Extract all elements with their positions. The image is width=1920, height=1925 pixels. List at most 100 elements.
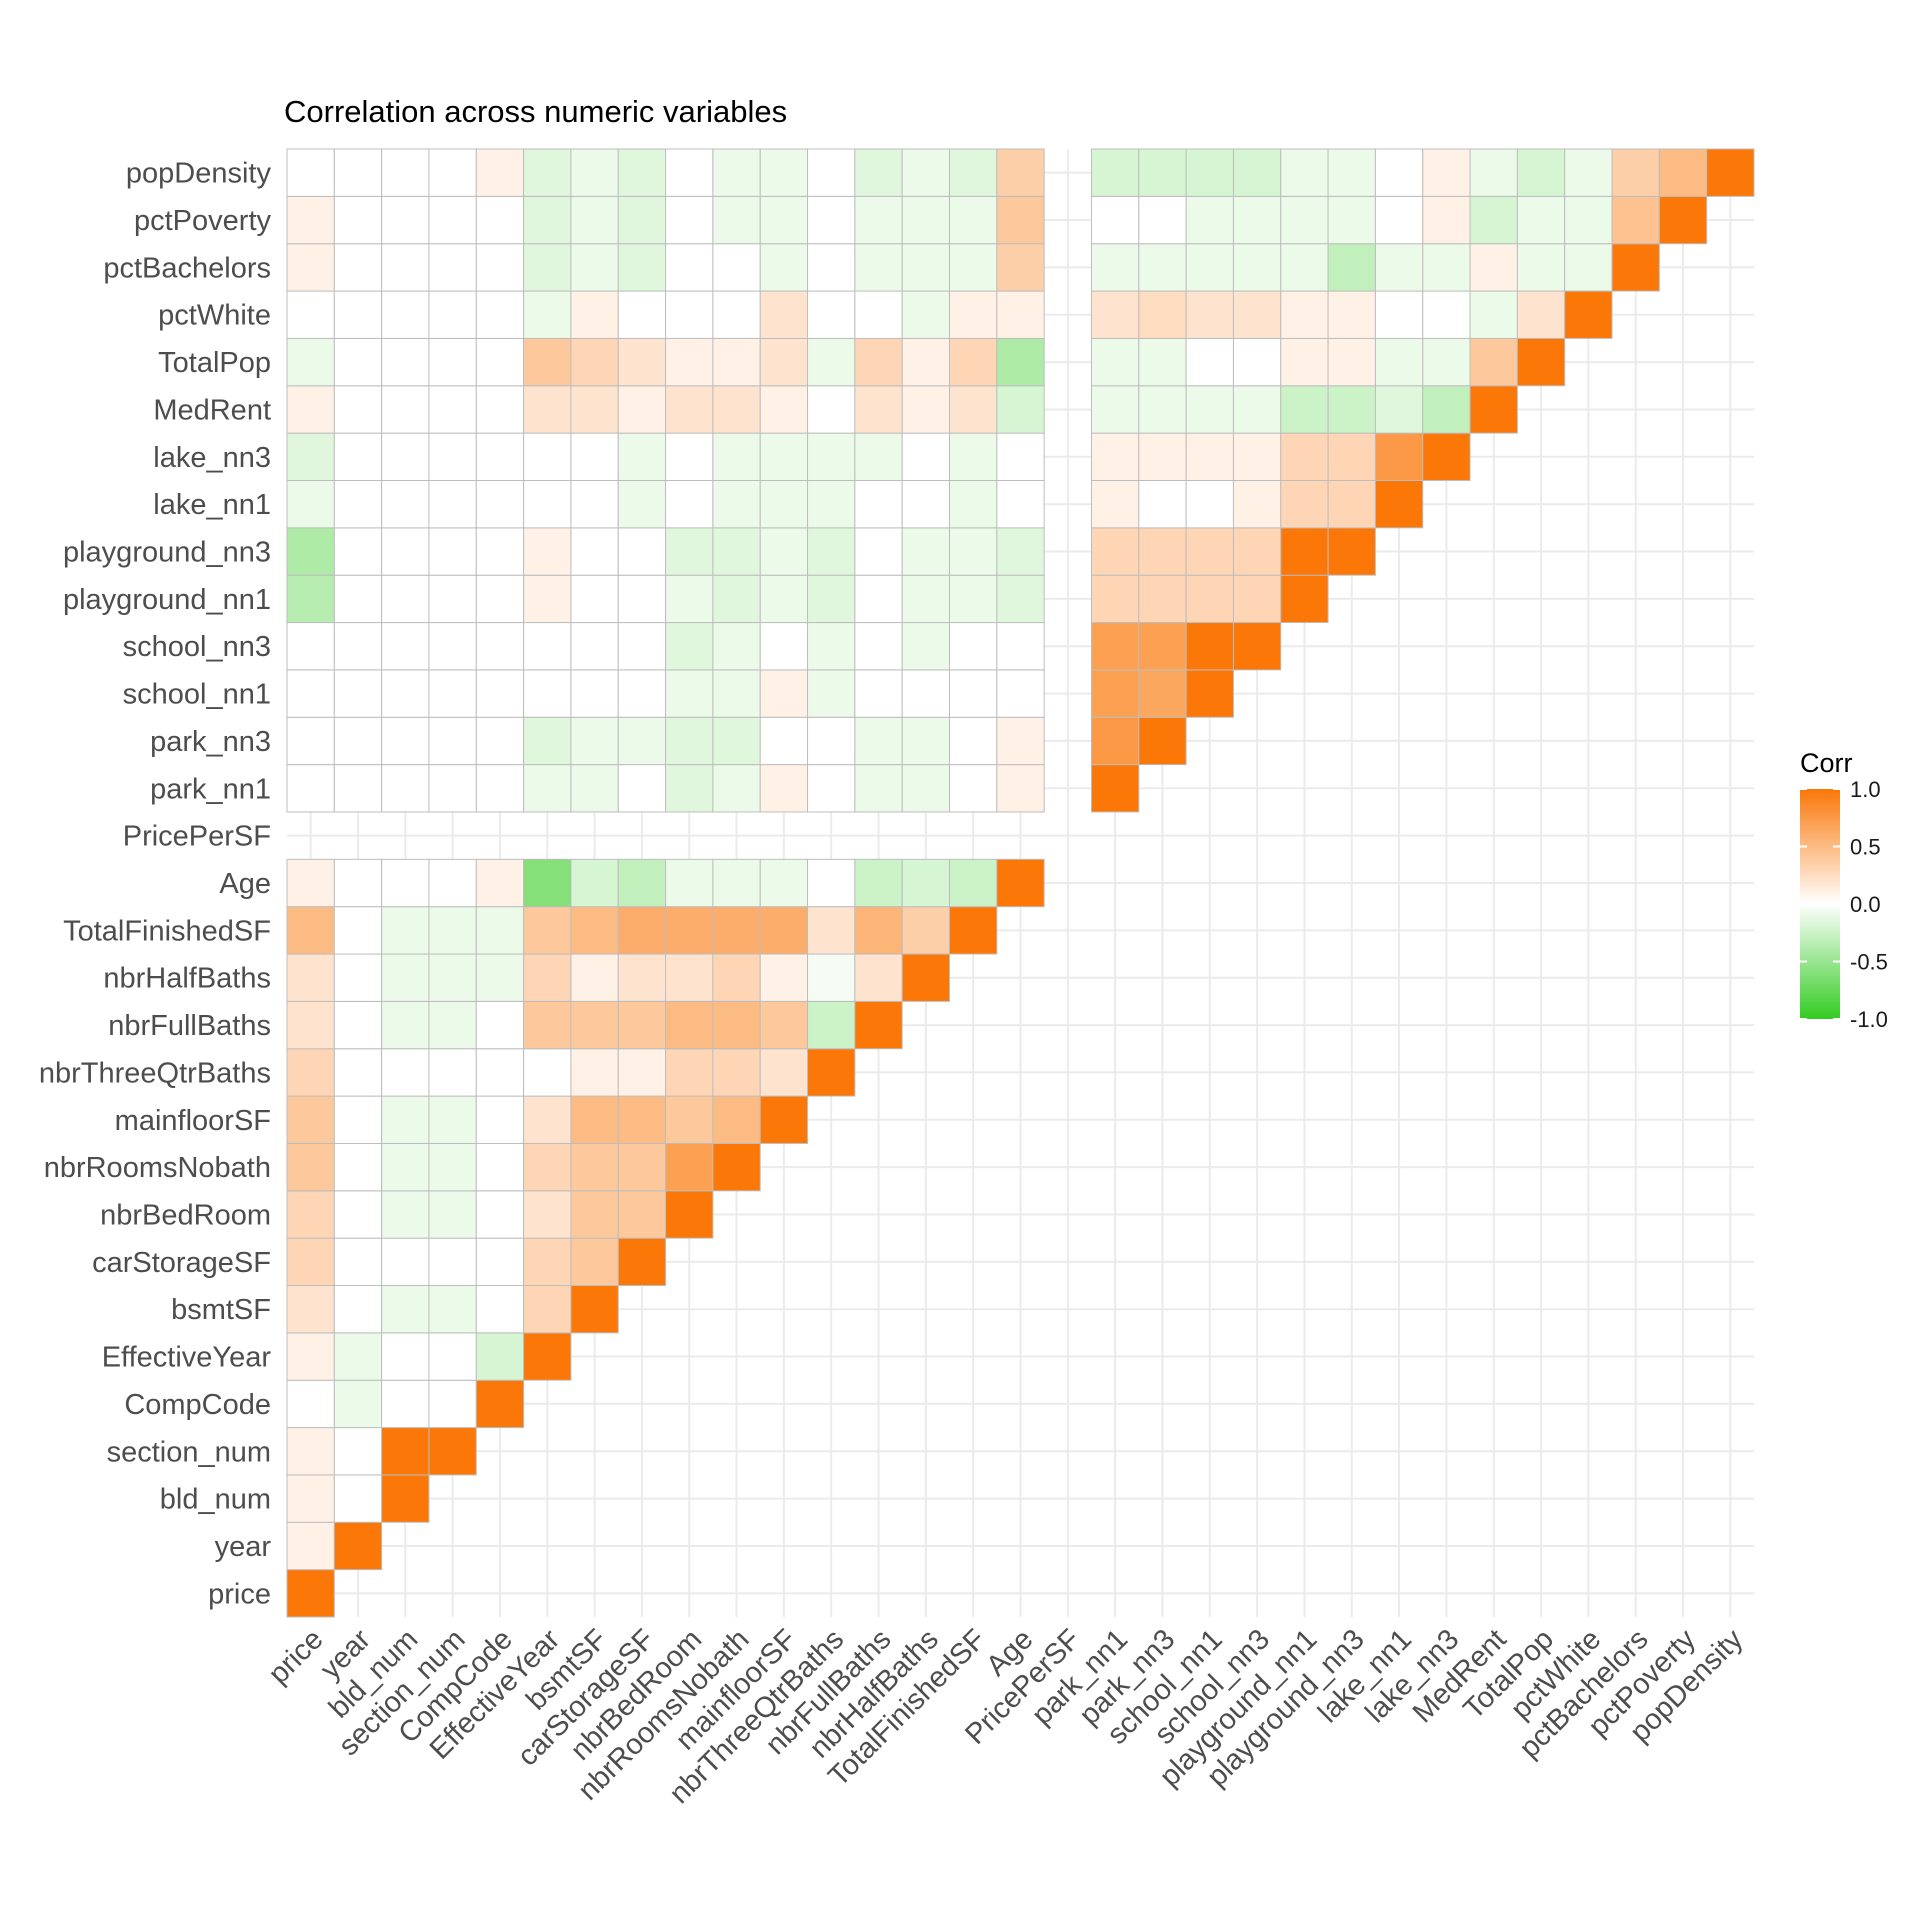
heatmap-cell-park_nn3-price [286,716,335,766]
heatmap-cell-pctBachelors-TotalPop [1516,243,1566,292]
heatmap-cell-park_nn1-park_nn1 [1090,764,1140,813]
heatmap-cell-lake_nn3-carStorageSF [617,432,667,481]
heatmap-cell-pctPoverty-park_nn1 [1090,195,1140,245]
heatmap-cell-playground_nn3-bld_num [381,527,430,576]
heatmap-cell-playground_nn3-bsmtSF [570,527,619,576]
heatmap-cell-school_nn1-price [286,669,335,718]
heatmap-cell-MedRent-playground_nn1 [1280,385,1329,434]
heatmap-cell-nbrHalfBaths-nbrBedRoom [665,953,714,1002]
heatmap-cell-mainfloorSF-nbrBedRoom [665,1095,714,1144]
heatmap-cell-lake_nn1-Age [996,479,1045,529]
heatmap-cell-MedRent-lake_nn3 [1422,385,1471,434]
heatmap-cell-MedRent-nbrThreeQtrBaths [807,385,856,434]
heatmap-cell-park_nn3-carStorageSF [617,716,667,766]
heatmap-cell-Age-nbrThreeQtrBaths [807,858,856,908]
heatmap-cell-pctPoverty-TotalFinishedSF [949,195,998,245]
heatmap-cell-carStorageSF-year [333,1237,383,1287]
y-tick-label: lake_nn1 [153,489,271,521]
heatmap-cell-nbrFullBaths-carStorageSF [617,1000,667,1050]
heatmap-cell-nbrRoomsNobath-nbrRoomsNobath [712,1142,761,1192]
heatmap-cell-school_nn1-park_nn1 [1090,669,1140,718]
heatmap-cell-nbrFullBaths-section_num [428,1000,477,1050]
heatmap-cell-Age-Age [996,858,1045,908]
heatmap-cell-park_nn3-nbrFullBaths [854,716,903,766]
heatmap-cell-Age-bsmtSF [570,858,619,908]
heatmap-cell-pctWhite-carStorageSF [617,290,667,339]
heatmap-cell-school_nn1-nbrThreeQtrBaths [807,669,856,718]
heatmap-cell-pctPoverty-nbrRoomsNobath [712,195,761,245]
heatmap-cell-playground_nn1-CompCode [475,574,525,624]
heatmap-cell-carStorageSF-bld_num [381,1237,430,1287]
heatmap-cell-nbrBedRoom-year [333,1190,383,1239]
heatmap-cell-section_num-price [286,1427,335,1476]
heatmap-cell-pctBachelors-nbrRoomsNobath [712,243,761,292]
heatmap-cell-school_nn3-nbrBedRoom [665,622,714,671]
heatmap-cell-lake_nn3-nbrFullBaths [854,432,903,481]
heatmap-cell-nbrHalfBaths-EffectiveYear [523,953,572,1002]
heatmap-cell-pctPoverty-bld_num [381,195,430,245]
heatmap-cell-nbrHalfBaths-nbrRoomsNobath [712,953,761,1002]
heatmap-cell-TotalFinishedSF-section_num [428,906,477,955]
heatmap-cell-nbrThreeQtrBaths-nbrRoomsNobath [712,1048,761,1097]
heatmap-cell-park_nn1-section_num [428,764,477,813]
y-tick-label: section_num [107,1436,271,1468]
heatmap-cell-park_nn1-carStorageSF [617,764,667,813]
heatmap-cell-bsmtSF-section_num [428,1285,477,1334]
heatmap-cell-mainfloorSF-bld_num [381,1095,430,1144]
heatmap-cell-popDensity-school_nn3 [1232,148,1282,197]
heatmap-cell-park_nn3-section_num [428,716,477,766]
legend-title: Corr [1800,748,1853,778]
heatmap-cell-lake_nn3-price [286,432,335,481]
heatmap-cell-playground_nn3-price [286,527,335,576]
heatmap-cell-lake_nn3-park_nn3 [1138,432,1187,481]
heatmap-cell-pctPoverty-MedRent [1469,195,1518,245]
heatmap-cell-playground_nn3-nbrHalfBaths [901,527,951,576]
heatmap-cell-nbrHalfBaths-bsmtSF [570,953,619,1002]
heatmap-cell-popDensity-pctWhite [1564,148,1613,197]
heatmap-cell-nbrThreeQtrBaths-bsmtSF [570,1048,619,1097]
heatmap-cell-pctPoverty-nbrBedRoom [665,195,714,245]
y-tick-label: lake_nn3 [153,442,271,474]
heatmap-cell-pctPoverty-bsmtSF [570,195,619,245]
heatmap-cell-nbrRoomsNobath-EffectiveYear [523,1142,572,1192]
heatmap-cell-lake_nn3-nbrRoomsNobath [712,432,761,481]
heatmap-cell-pctPoverty-CompCode [475,195,525,245]
heatmap-cell-lake_nn1-CompCode [475,479,525,529]
heatmap-cell-Age-TotalFinishedSF [949,858,998,908]
heatmap-cell-TotalFinishedSF-nbrThreeQtrBaths [807,906,856,955]
heatmap-cell-pctPoverty-school_nn3 [1232,195,1282,245]
heatmap-cell-school_nn3-CompCode [475,622,525,671]
heatmap-cell-popDensity-playground_nn1 [1280,148,1329,197]
heatmap-cell-pctPoverty-mainfloorSF [759,195,809,245]
y-tick-label: nbrHalfBaths [103,963,271,995]
heatmap-cell-park_nn1-mainfloorSF [759,764,809,813]
heatmap-cell-popDensity-nbrHalfBaths [901,148,951,197]
heatmap-cell-pctBachelors-section_num [428,243,477,292]
heatmap-cell-nbrFullBaths-CompCode [475,1000,525,1050]
heatmap-cell-playground_nn3-section_num [428,527,477,576]
heatmap-cell-playground_nn1-nbrHalfBaths [901,574,951,624]
y-tick-label: EffectiveYear [102,1342,272,1374]
heatmap-cell-school_nn1-Age [996,669,1045,718]
heatmap-cell-pctBachelors-park_nn1 [1090,243,1140,292]
heatmap-cell-TotalFinishedSF-carStorageSF [617,906,667,955]
heatmap-cell-MedRent-MedRent [1469,385,1518,434]
heatmap-cell-lake_nn1-year [333,479,383,529]
heatmap-cell-playground_nn1-nbrBedRoom [665,574,714,624]
heatmap-cell-nbrHalfBaths-nbrThreeQtrBaths [807,953,856,1002]
heatmap-cell-pctBachelors-park_nn3 [1138,243,1187,292]
heatmap-cell-TotalPop-TotalFinishedSF [949,337,998,387]
heatmap-cell-pctPoverty-year [333,195,383,245]
heatmap-cell-MedRent-TotalFinishedSF [949,385,998,434]
heatmap-cell-TotalFinishedSF-price [286,906,335,955]
heatmap-cell-nbrRoomsNobath-nbrBedRoom [665,1142,714,1192]
heatmap-cell-pctBachelors-bld_num [381,243,430,292]
y-tick-label: nbrFullBaths [108,1010,271,1042]
heatmap-cell-TotalFinishedSF-bld_num [381,906,430,955]
y-tick-label: playground_nn1 [63,584,271,616]
heatmap-cell-pctBachelors-nbrHalfBaths [901,243,951,292]
heatmap-cell-nbrRoomsNobath-bld_num [381,1142,430,1192]
heatmap-cell-school_nn3-TotalFinishedSF [949,622,998,671]
heatmap-cell-nbrHalfBaths-nbrHalfBaths [901,953,951,1002]
